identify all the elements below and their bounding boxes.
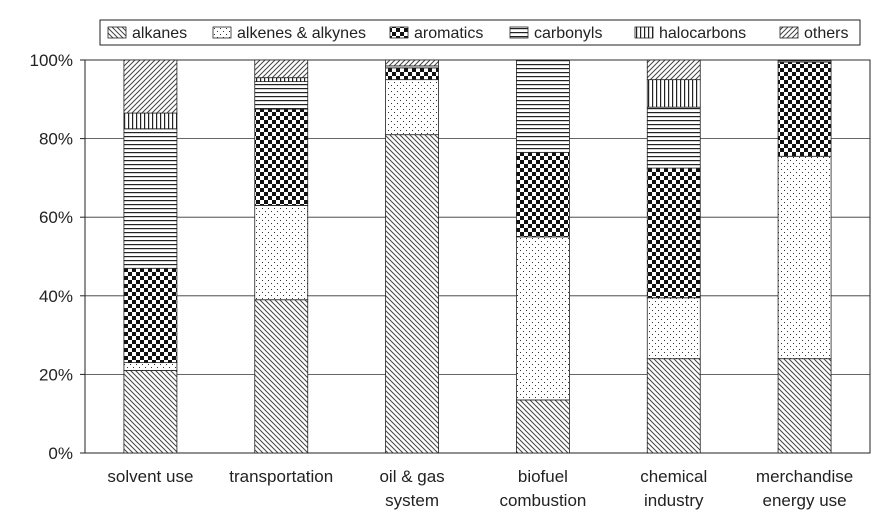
x-tick-label: chemical — [640, 467, 707, 486]
legend-swatch — [389, 26, 409, 39]
plot-frame — [84, 59, 871, 454]
bar-segment-aromatics — [646, 167, 701, 299]
bar-segment-aromatics — [123, 267, 178, 364]
y-tick-label: 0% — [48, 444, 73, 463]
bar-segment-alkanes — [646, 358, 701, 454]
bar-segment-others — [646, 59, 701, 81]
legend-swatch — [212, 26, 232, 39]
plot-area: 0% 20% 40% 60% 80% 100% solvent use transportat… — [30, 51, 871, 510]
bar-segment-carbonyls — [516, 59, 570, 153]
x-tick-label: combustion — [499, 491, 586, 510]
legend-label: halocarbons — [659, 25, 746, 42]
bar-segment-alkanes — [777, 358, 832, 454]
bar-segment-carbonyls — [777, 59, 832, 63]
y-tick-label: 20% — [39, 365, 73, 384]
bar-segment-alkanes — [516, 399, 570, 454]
legend-label: alkanes — [132, 25, 187, 42]
bar-segment-alkenes-alkynes — [646, 297, 701, 360]
bar-segment-aromatics — [777, 61, 832, 157]
bar-segment-alkanes — [385, 134, 439, 454]
y-tick-label: 100% — [30, 51, 73, 70]
bar-segment-halocarbons — [646, 79, 701, 108]
x-tick-label: energy use — [763, 491, 847, 510]
legend-label: aromatics — [414, 25, 483, 42]
legend-label: others — [804, 25, 848, 42]
bar-segment-alkenes-alkynes — [777, 155, 832, 360]
bar-segment-aromatics — [254, 108, 309, 206]
legend-label: alkenes & alkynes — [237, 25, 366, 42]
bar-segment-others — [254, 59, 309, 79]
legend-swatch — [107, 26, 127, 39]
bar-segment-others — [123, 59, 178, 114]
bar-segment-alkanes — [123, 370, 178, 454]
bar-segment-alkanes — [254, 299, 309, 454]
x-tick-label: transportation — [229, 467, 333, 486]
x-tick-label: industry — [644, 491, 704, 510]
bar-segment-alkenes-alkynes — [123, 362, 178, 371]
legend: alkanes alkenes & alkynes aromatics carbony… — [99, 19, 861, 46]
bar-segment-others — [385, 59, 439, 67]
bar-segment-alkenes-alkynes — [385, 79, 439, 136]
bar-segment-aromatics — [385, 67, 439, 81]
legend-label: carbonyls — [534, 25, 602, 42]
x-tick-label: oil & gas — [379, 467, 444, 486]
bar-segment-aromatics — [516, 151, 570, 238]
x-tick-label: merchandise — [756, 467, 853, 486]
legend-swatch — [509, 26, 529, 39]
legend-swatch — [634, 26, 654, 39]
bar-segment-alkenes-alkynes — [254, 205, 309, 301]
x-tick-label: solvent use — [107, 467, 193, 486]
bar-segment-halocarbons — [254, 77, 309, 83]
y-tick-label: 60% — [39, 208, 73, 227]
y-tick-label: 80% — [39, 130, 73, 149]
bar-segment-carbonyls — [123, 128, 178, 269]
bar-segment-halocarbons — [123, 112, 178, 130]
bar-segment-carbonyls — [254, 81, 309, 110]
x-tick-label: system — [385, 491, 439, 510]
bar-segment-carbonyls — [646, 106, 701, 169]
x-tick-label: biofuel — [518, 467, 568, 486]
bar-segment-alkenes-alkynes — [516, 236, 570, 401]
y-tick-label: 40% — [39, 287, 73, 306]
legend-swatch — [779, 26, 799, 39]
